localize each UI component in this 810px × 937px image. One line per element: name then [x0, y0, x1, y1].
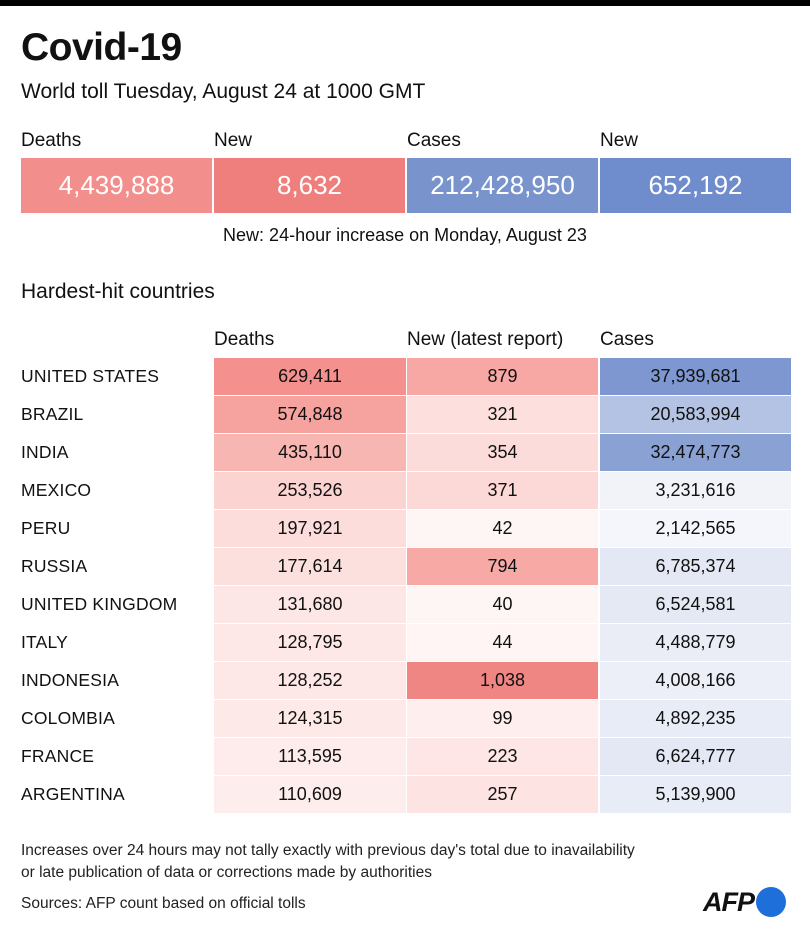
cases-cell: 2,142,565	[600, 510, 791, 547]
new-cell: 42	[407, 510, 598, 547]
deaths-cell: 124,315	[214, 700, 406, 737]
country-name: INDONESIA	[21, 670, 120, 690]
table-row: RUSSIA 177,614 794 6,785,374	[0, 548, 810, 586]
column-header-new: New (latest report)	[407, 329, 564, 350]
deaths-cell: 113,595	[214, 738, 406, 775]
table-row: INDIA 435,110 354 32,474,773	[0, 434, 810, 472]
summary-new-deaths-value: 8,632	[214, 158, 405, 213]
cases-cell: 5,139,900	[600, 776, 791, 813]
deaths-cell: 574,848	[214, 396, 406, 433]
countries-table: UNITED STATES 629,411 879 37,939,681 BRAZIL 5…	[0, 358, 810, 814]
cases-cell: 6,624,777	[600, 738, 791, 775]
cases-cell: 3,231,616	[600, 472, 791, 509]
new-cell: 794	[407, 548, 598, 585]
new-cell: 40	[407, 586, 598, 623]
table-column-headers: Deaths New (latest report) Cases	[0, 329, 810, 355]
page-subtitle: World toll Tuesday, August 24 at 1000 GM…	[21, 80, 426, 103]
new-cell: 257	[407, 776, 598, 813]
footnote-line-1: Increases over 24 hours may not tally ex…	[21, 842, 635, 859]
table-row: ITALY 128,795 44 4,488,779	[0, 624, 810, 662]
new-cell: 879	[407, 358, 598, 395]
new-cell: 44	[407, 624, 598, 661]
summary-cases-value: 212,428,950	[407, 158, 598, 213]
column-header-cases: Cases	[600, 329, 654, 350]
deaths-cell: 128,252	[214, 662, 406, 699]
summary-note: New: 24-hour increase on Monday, August …	[223, 225, 587, 245]
table-row: PERU 197,921 42 2,142,565	[0, 510, 810, 548]
cases-cell: 32,474,773	[600, 434, 791, 471]
cases-cell: 6,524,581	[600, 586, 791, 623]
summary-boxes: 4,439,888 8,632 212,428,950 652,192	[21, 158, 791, 213]
new-cell: 371	[407, 472, 598, 509]
country-name: PERU	[21, 518, 71, 538]
afp-logo-text: AFP	[703, 886, 755, 917]
summary-deaths-value: 4,439,888	[21, 158, 212, 213]
deaths-cell: 629,411	[214, 358, 406, 395]
country-name: COLOMBIA	[21, 708, 115, 728]
country-name: MEXICO	[21, 480, 92, 500]
cases-cell: 4,008,166	[600, 662, 791, 699]
top-rule	[0, 0, 810, 6]
new-cell: 223	[407, 738, 598, 775]
country-name: ITALY	[21, 632, 69, 652]
new-cell: 321	[407, 396, 598, 433]
afp-logo: AFP	[703, 884, 786, 920]
new-cell: 354	[407, 434, 598, 471]
table-row: INDONESIA 128,252 1,038 4,008,166	[0, 662, 810, 700]
deaths-cell: 197,921	[214, 510, 406, 547]
table-row: BRAZIL 574,848 321 20,583,994	[0, 396, 810, 434]
table-row: UNITED STATES 629,411 879 37,939,681	[0, 358, 810, 396]
section-title: Hardest-hit countries	[21, 280, 215, 303]
summary-label-deaths: Deaths	[21, 130, 82, 151]
cases-cell: 6,785,374	[600, 548, 791, 585]
footnote-line-2: or late publication of data or correctio…	[21, 864, 432, 881]
country-name: BRAZIL	[21, 404, 84, 424]
summary-new-cases-value: 652,192	[600, 158, 791, 213]
summary-label-new-deaths: New	[214, 130, 253, 151]
sources-note: Sources: AFP count based on official tol…	[21, 895, 306, 912]
deaths-cell: 110,609	[214, 776, 406, 813]
table-row: UNITED KINGDOM 131,680 40 6,524,581	[0, 586, 810, 624]
cases-cell: 20,583,994	[600, 396, 791, 433]
country-name: ARGENTINA	[21, 784, 125, 804]
new-cell: 1,038	[407, 662, 598, 699]
country-name: INDIA	[21, 442, 69, 462]
deaths-cell: 177,614	[214, 548, 406, 585]
cases-cell: 4,892,235	[600, 700, 791, 737]
country-name: UNITED STATES	[21, 366, 160, 386]
country-name: FRANCE	[21, 746, 95, 766]
summary-labels: Deaths New Cases New	[0, 130, 810, 156]
cases-cell: 37,939,681	[600, 358, 791, 395]
table-row: COLOMBIA 124,315 99 4,892,235	[0, 700, 810, 738]
column-header-deaths: Deaths	[214, 329, 275, 350]
country-name: RUSSIA	[21, 556, 88, 576]
footnote: Increases over 24 hours may not tally ex…	[21, 840, 701, 884]
deaths-cell: 253,526	[214, 472, 406, 509]
summary-label-cases: Cases	[407, 130, 461, 151]
deaths-cell: 131,680	[214, 586, 406, 623]
table-row: ARGENTINA 110,609 257 5,139,900	[0, 776, 810, 814]
summary-label-new-cases: New	[600, 130, 639, 151]
new-cell: 99	[407, 700, 598, 737]
country-name: UNITED KINGDOM	[21, 594, 178, 614]
deaths-cell: 128,795	[214, 624, 406, 661]
deaths-cell: 435,110	[214, 434, 406, 471]
page-title: Covid-19	[21, 26, 182, 69]
cases-cell: 4,488,779	[600, 624, 791, 661]
afp-logo-dot-icon	[756, 887, 786, 917]
table-row: FRANCE 113,595 223 6,624,777	[0, 738, 810, 776]
table-row: MEXICO 253,526 371 3,231,616	[0, 472, 810, 510]
